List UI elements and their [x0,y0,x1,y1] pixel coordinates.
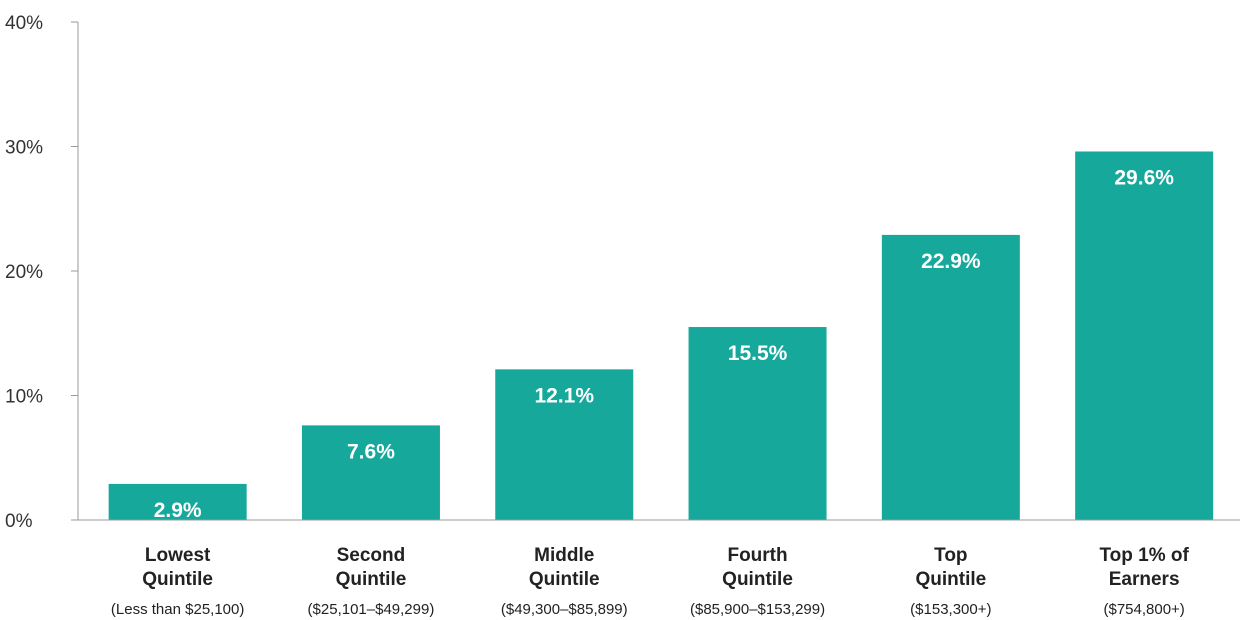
category-sublabel: ($25,101–$49,299) [308,601,435,618]
category-label: Quintile [336,569,407,590]
y-tick-label: 30% [5,138,43,159]
category-sublabel: (Less than $25,100) [111,601,244,618]
category-sublabel: ($754,800+) [1103,601,1184,618]
bar [108,483,247,520]
category-label: Middle [534,545,594,566]
category-sublabel: ($85,900–$153,299) [690,601,825,618]
bar-value-label: 7.6% [347,440,395,463]
category-label: Lowest [145,545,211,566]
category-label: Quintile [915,569,986,590]
category-label: Top [934,545,967,566]
bars: 2.9% 7.6% 12.1% 15.5% 22.9% 29.6% [108,151,1214,522]
category-label: Earners [1109,569,1180,590]
y-axis: 0% 10% 20% 30% 40% [5,13,79,532]
category-label: Quintile [142,569,213,590]
bar [495,369,634,520]
category-sublabel: ($153,300+) [910,601,991,618]
category-label: Quintile [722,569,793,590]
bar-value-label: 29.6% [1114,166,1174,189]
category-label: Second [337,545,406,566]
bar [1075,151,1214,521]
bar-value-label: 12.1% [534,384,594,407]
bar-value-label: 22.9% [921,250,981,273]
y-tick-label: 20% [5,262,43,283]
bar [688,327,827,520]
bar-value-label: 15.5% [728,342,788,365]
category-label: Quintile [529,569,600,590]
bar-value-label: 2.9% [154,499,202,522]
y-tick-label: 10% [5,387,43,408]
bar [881,234,1020,520]
category-label: Top 1% of [1099,545,1189,566]
y-tick-label: 0% [5,511,33,532]
category-sublabel: ($49,300–$85,899) [501,601,628,618]
y-tick-label: 40% [5,13,43,34]
bar [301,425,440,520]
x-axis: Lowest Quintile (Less than $25,100) Second Q… [78,519,1240,618]
category-label: Fourth [727,545,787,566]
